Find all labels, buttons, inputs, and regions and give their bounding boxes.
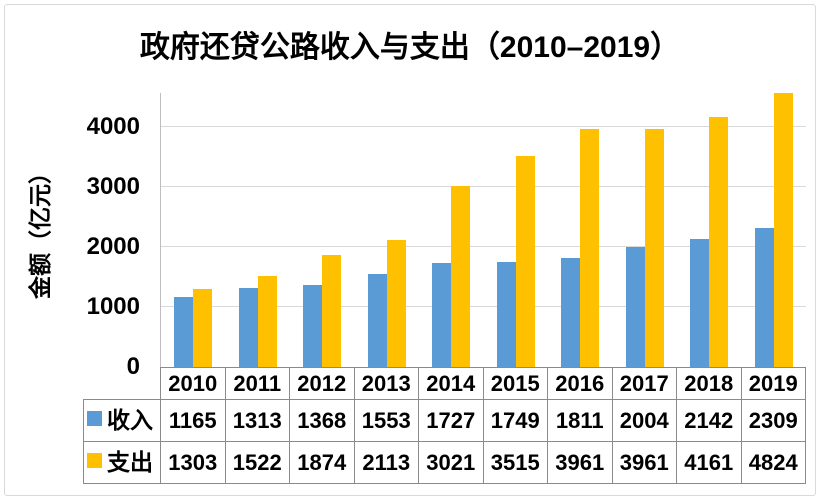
legend-income-label: 收入 [107,407,153,433]
table-cell-expense-2014: 3021 [418,441,484,484]
bar-income-2010 [174,297,194,367]
table-header-2018: 2018 [676,367,742,400]
bar-expense-2018 [709,117,729,367]
gridline-3000 [161,186,806,188]
bar-income-2017 [625,246,645,367]
income-swatch-icon [87,411,102,426]
table-cell-income-2012: 1368 [289,399,355,442]
gridline-1000 [161,306,806,308]
gridline-4000 [161,126,806,128]
bar-expense-2010 [193,288,213,367]
table-cell-expense-2016: 3961 [547,441,613,484]
bar-group-2010 [161,93,226,367]
bar-expense-2011 [257,275,277,367]
legend-expense: 支出 [83,441,161,484]
bar-income-2018 [690,238,710,367]
bar-expense-2016 [580,129,600,367]
y-tick-label-1000: 1000 [86,293,140,321]
table-header-2016: 2016 [547,367,613,400]
chart-title: 政府还贷公路收入与支出（2010–2019） [139,31,681,64]
table-cell-expense-2017: 3961 [611,441,677,484]
bar-group-2011 [226,93,291,367]
bar-group-2012 [290,93,355,367]
bar-group-2015 [484,93,549,367]
table-cell-income-2017: 2004 [611,399,677,442]
table-cell-expense-2011: 1522 [224,441,290,484]
legend-expense-inner: 支出 [84,451,160,474]
table-header-2015: 2015 [482,367,548,400]
plot-area [160,93,806,367]
y-tick-label-2000: 2000 [86,233,140,261]
bar-expense-2015 [515,156,535,367]
bar-expense-2013 [386,240,406,367]
data-table: 2010 2011 2012 2013 2014 2015 2016 2017 2018 2019… [83,367,806,484]
data-table-body: 2010 2011 2012 2013 2014 2015 2016 2017 2018 2019… [83,367,806,484]
legend-expense-label: 支出 [107,449,153,475]
table-corner-cell [84,368,161,400]
table-cell-income-2010: 1165 [160,399,226,442]
table-header-2013: 2013 [353,367,419,400]
plot-bars [161,93,806,367]
bar-income-2013 [367,273,387,367]
table-header-2019: 2019 [740,367,806,400]
table-header-2014: 2014 [418,367,484,400]
bar-group-2016 [548,93,613,367]
bar-expense-2019 [773,93,793,367]
bar-expense-2012 [322,254,342,367]
table-cell-income-2016: 1811 [547,399,613,442]
bar-expense-2014 [451,185,471,367]
table-cell-expense-2019: 4824 [740,441,806,484]
table-cell-expense-2013: 2113 [353,441,419,484]
table-row-income: 收入 1165 1313 1368 1553 1727 1749 1811 2004 2142 23… [83,399,806,442]
table-header-2017: 2017 [611,367,677,400]
bar-income-2019 [754,228,774,367]
bar-group-2017 [613,93,678,367]
bar-group-2018 [677,93,742,367]
table-row-expense: 支出 1303 1522 1874 2113 3021 3515 3961 3961 4161 48… [83,441,806,484]
bar-income-2011 [238,288,258,367]
table-cell-income-2011: 1313 [224,399,290,442]
table-cell-expense-2012: 1874 [289,441,355,484]
legend-income: 收入 [83,399,161,442]
bar-expense-2017 [644,129,664,367]
bar-group-2013 [355,93,420,367]
bar-group-2014 [419,93,484,367]
y-axis-ticks: 0 1000 2000 3000 4000 [0,93,148,379]
y-tick-label-4000: 4000 [86,113,140,141]
table-cell-income-2014: 1727 [418,399,484,442]
table-cell-income-2013: 1553 [353,399,419,442]
bar-income-2015 [496,262,516,367]
expense-swatch-icon [87,453,102,468]
table-cell-income-2015: 1749 [482,399,548,442]
table-header-2010: 2010 [160,367,226,400]
bar-income-2016 [561,258,581,367]
bar-income-2012 [303,284,323,367]
bar-group-2019 [742,93,807,367]
y-tick-label-0: 0 [126,353,140,380]
y-tick-label-3000: 3000 [86,173,140,201]
table-cell-income-2018: 2142 [676,399,742,442]
table-cell-expense-2015: 3515 [482,441,548,484]
table-header-2012: 2012 [289,367,355,400]
table-cell-expense-2018: 4161 [676,441,742,484]
table-header-2011: 2011 [224,367,290,400]
gridline-2000 [161,246,806,248]
legend-income-inner: 收入 [84,409,160,432]
table-cell-expense-2010: 1303 [160,441,226,484]
bar-income-2014 [432,263,452,367]
table-cell-income-2019: 2309 [740,399,806,442]
